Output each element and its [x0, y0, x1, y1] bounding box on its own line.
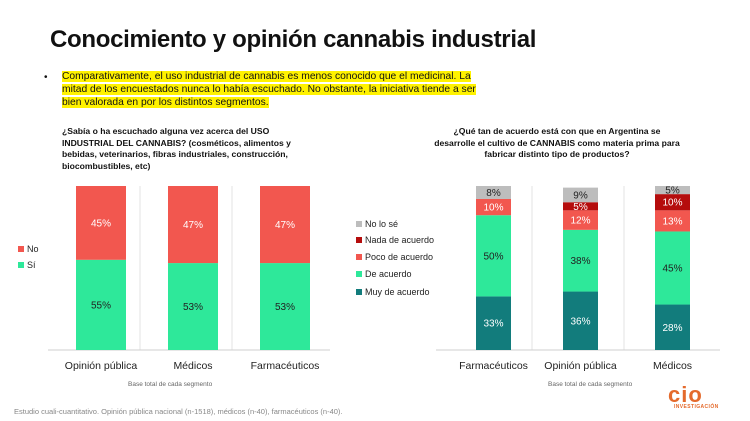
data-label-no-lo-se-farmaceuticos: 8% [486, 188, 501, 199]
cio-logo: cio INVESTIGACIÓN [668, 382, 734, 412]
bar-poco-de-acuerdo-opinion-publica [563, 210, 598, 230]
legend-label-no-lo-se: No lo sé [365, 219, 398, 229]
bar-no-opinion-publica [76, 186, 126, 260]
bullet-marker: • [44, 72, 48, 83]
data-label-no-medicos: 47% [183, 220, 203, 231]
category-label-opinion-publica: Opinión pública [544, 360, 617, 372]
legend-swatch-muy-de-acuerdo [356, 289, 362, 295]
bar-poco-de-acuerdo-medicos [655, 210, 690, 232]
data-label-no-farmaceuticos: 47% [275, 220, 295, 231]
legend-swatch-no-lo-se [356, 221, 362, 227]
legend-swatch-nada-de-acuerdo [356, 237, 362, 243]
legend-swatch-poco-de-acuerdo [356, 254, 362, 260]
base-note-left: Base total de cada segmento [128, 381, 213, 388]
logo-sub-text: INVESTIGACIÓN [674, 404, 719, 410]
data-label-poco-de-acuerdo-farmaceuticos: 10% [483, 203, 503, 214]
bar-muy-de-acuerdo-farmaceuticos [476, 296, 511, 350]
legend-label-poco-de-acuerdo: Poco de acuerdo [365, 252, 433, 262]
legend-label-no: No [27, 244, 39, 254]
page-title: Conocimiento y opinión cannabis industri… [50, 26, 537, 53]
bar-no-lo-se-medicos [655, 186, 690, 195]
bar-de-acuerdo-opinion-publica [563, 229, 598, 292]
data-label-de-acuerdo-farmaceuticos: 50% [483, 251, 503, 262]
bar-poco-de-acuerdo-farmaceuticos [476, 198, 511, 216]
category-label-medicos: Médicos [173, 360, 212, 372]
bar-no-medicos [168, 186, 218, 264]
bar-de-acuerdo-medicos [655, 231, 690, 305]
highlighted-summary: Comparativamente, el uso industrial de c… [62, 70, 482, 109]
bar-nada-de-acuerdo-opinion-publica [563, 202, 598, 211]
data-label-muy-de-acuerdo-opinion-publica: 36% [570, 316, 590, 327]
data-label-de-acuerdo-opinion-publica: 38% [570, 256, 590, 267]
data-label-si-farmaceuticos: 53% [275, 302, 295, 313]
category-label-opinion-publica: Opinión pública [65, 360, 138, 372]
data-label-no-lo-se-medicos: 5% [665, 186, 680, 197]
data-label-muy-de-acuerdo-medicos: 28% [662, 323, 682, 334]
legend-label-de-acuerdo: De acuerdo [365, 269, 412, 279]
question-right: ¿Qué tan de acuerdo está con que en Arge… [434, 126, 680, 159]
legend-label-nada-de-acuerdo: Nada de acuerdo [365, 235, 434, 245]
category-label-medicos: Médicos [653, 360, 692, 372]
data-label-no-opinion-publica: 45% [91, 218, 111, 229]
data-label-de-acuerdo-medicos: 45% [662, 264, 682, 275]
data-label-poco-de-acuerdo-medicos: 13% [662, 216, 682, 227]
data-label-nada-de-acuerdo-medicos: 10% [662, 198, 682, 209]
legend-swatch-de-acuerdo [356, 271, 362, 277]
data-label-si-opinion-publica: 55% [91, 300, 111, 311]
base-note-right: Base total de cada segmento [548, 381, 633, 388]
bar-muy-de-acuerdo-medicos [655, 304, 690, 350]
logo-main-text: cio [668, 382, 703, 407]
source-note: Estudio cuali-cuantitativo. Opinión públ… [14, 407, 343, 416]
bar-si-farmaceuticos [260, 263, 310, 350]
bar-si-medicos [168, 263, 218, 350]
bar-no-lo-se-opinion-publica [563, 187, 598, 203]
question-left: ¿Sabía o ha escuchado alguna vez acerca … [62, 126, 291, 171]
legend-label-muy-de-acuerdo: Muy de acuerdo [365, 287, 430, 297]
legend-swatch-si [18, 262, 24, 268]
legend-label-si: Sí [27, 260, 36, 270]
data-label-muy-de-acuerdo-farmaceuticos: 33% [483, 319, 503, 330]
data-label-nada-de-acuerdo-opinion-publica: 5% [573, 202, 588, 213]
bar-de-acuerdo-farmaceuticos [476, 215, 511, 297]
bar-nada-de-acuerdo-medicos [655, 194, 690, 211]
data-label-poco-de-acuerdo-opinion-publica: 12% [570, 216, 590, 227]
bar-muy-de-acuerdo-opinion-publica [563, 291, 598, 350]
bar-no-lo-se-farmaceuticos [476, 186, 511, 199]
data-label-no-lo-se-opinion-publica: 9% [573, 190, 588, 201]
legend-swatch-no [18, 246, 24, 252]
bar-no-farmaceuticos [260, 186, 310, 264]
bar-si-opinion-publica [76, 259, 126, 350]
data-label-si-medicos: 53% [183, 302, 203, 313]
category-label-farmaceuticos: Farmacéuticos [251, 360, 320, 372]
category-label-farmaceuticos: Farmacéuticos [459, 360, 528, 372]
